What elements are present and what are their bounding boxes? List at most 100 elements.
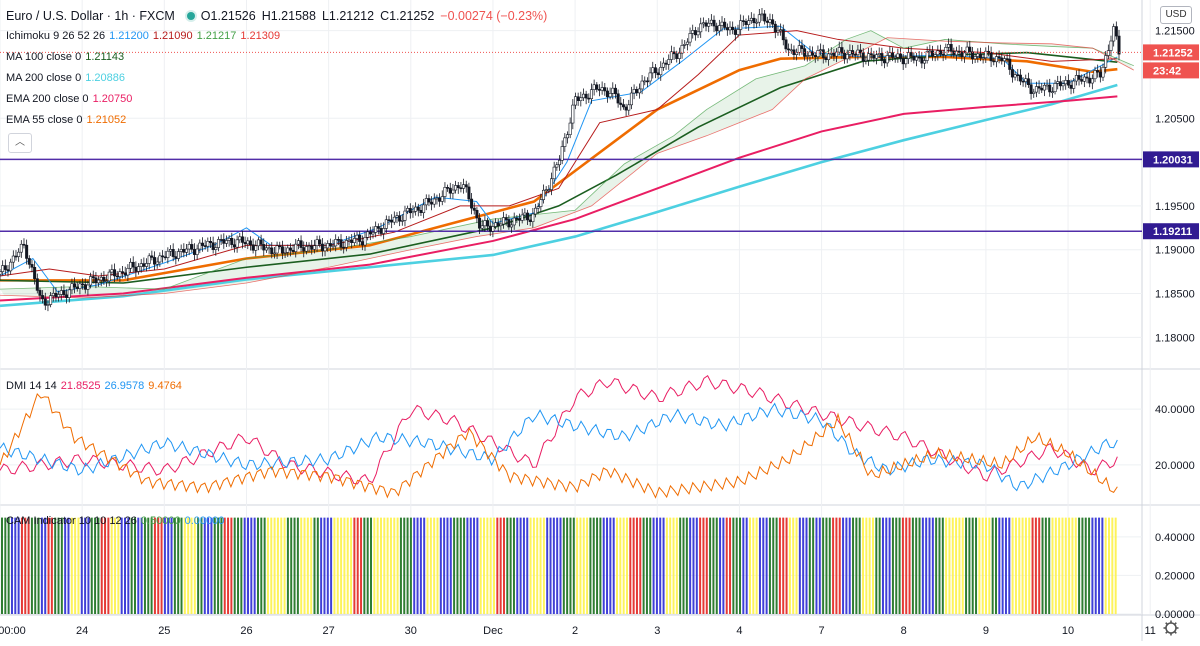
candle-body <box>214 247 218 250</box>
candle-body <box>22 243 26 246</box>
candle-body <box>715 25 719 32</box>
candle-body <box>981 57 985 60</box>
candle-body <box>398 215 402 222</box>
candle-body <box>126 267 130 276</box>
candle-body <box>440 196 444 202</box>
candle <box>613 84 617 99</box>
candle-body <box>704 22 708 27</box>
candle <box>161 250 165 263</box>
indicator-legend-value: 1.21052 <box>86 114 127 126</box>
candle-body <box>227 237 231 241</box>
candle <box>896 48 900 63</box>
candle <box>195 244 199 260</box>
currency-selector[interactable]: USD <box>1160 6 1192 24</box>
candle <box>925 46 929 64</box>
candle-body <box>318 239 322 245</box>
ichimoku-cloud <box>0 30 1134 298</box>
candle-body <box>824 57 828 60</box>
candle-body <box>960 52 964 58</box>
candle <box>534 203 538 218</box>
candle <box>986 45 990 57</box>
candle-body <box>198 242 202 250</box>
candle-body <box>350 239 354 243</box>
settings-gear-icon[interactable] <box>1163 620 1179 636</box>
candle <box>328 238 332 253</box>
candle <box>355 231 359 245</box>
candle <box>1061 79 1065 91</box>
candle-body <box>1 265 5 272</box>
candle-body <box>784 39 788 50</box>
candle-body <box>800 45 804 49</box>
candle-body <box>307 245 311 248</box>
candle-body <box>494 222 498 227</box>
candle <box>1018 69 1022 86</box>
candle-body <box>424 198 428 206</box>
candle-body <box>171 249 175 257</box>
dmi-legend-value: 9.4764 <box>148 380 182 392</box>
visibility-icon[interactable] <box>186 12 195 21</box>
candle-body <box>408 208 412 214</box>
candle-body <box>571 104 575 124</box>
candle-body <box>427 198 431 203</box>
indicator-legend-label: EMA 200 close 0 <box>6 93 89 105</box>
candle <box>358 230 362 246</box>
candle-body <box>113 269 117 277</box>
price-tag-text: 1.19211 <box>1153 226 1192 238</box>
candle <box>1040 83 1044 93</box>
candle-body <box>467 186 471 200</box>
indicator-legend[interactable]: EMA 55 close 0 1.21052 <box>6 113 130 127</box>
candle-body <box>669 51 673 60</box>
candle <box>755 18 759 28</box>
candle-body <box>65 294 69 298</box>
gear-tooth <box>1173 622 1177 626</box>
candle <box>248 236 252 251</box>
candle-body <box>1056 81 1060 84</box>
candle <box>400 214 404 226</box>
candle <box>296 238 300 250</box>
y-tick-label: 1.18000 <box>1155 332 1195 344</box>
candle <box>259 234 263 250</box>
candle-body <box>723 21 727 28</box>
indicator-legend[interactable]: Ichimoku 9 26 52 26 1.21200 1.21090 1.21217… <box>6 29 284 43</box>
indicator-legend[interactable]: EMA 200 close 0 1.20750 <box>6 92 136 106</box>
candle-body <box>331 245 335 248</box>
cam-legend[interactable]: CAM Indicator 10 10 12 26 0.50000 0.00000 <box>6 514 228 528</box>
candle-body <box>1008 58 1012 70</box>
indicator-legend-label: Ichimoku 9 26 52 26 <box>6 30 106 42</box>
candle <box>334 234 338 252</box>
candle <box>25 239 29 265</box>
candle-body <box>302 247 306 252</box>
candle-body <box>1048 84 1052 93</box>
candle <box>571 99 575 130</box>
candle-body <box>581 93 585 99</box>
candle-body <box>169 249 173 252</box>
collapse-legend-button[interactable]: ︿ <box>8 133 32 153</box>
ohlc-change: −0.00274 (−0.23%) <box>440 9 548 23</box>
candle-body <box>390 219 394 223</box>
candle <box>576 92 580 106</box>
candle-body <box>534 207 538 215</box>
candle-body <box>584 93 588 99</box>
candle-body <box>446 187 450 189</box>
candle-body <box>422 204 426 214</box>
candle-body <box>1109 40 1113 51</box>
dmi-legend[interactable]: DMI 14 14 21.8525 26.9578 9.4764 <box>6 379 186 393</box>
candle <box>861 48 865 68</box>
candle <box>1114 21 1118 40</box>
candle-body <box>123 272 127 276</box>
candle-body <box>944 47 948 56</box>
candle-body <box>208 240 212 243</box>
candle-body <box>1093 70 1097 80</box>
candle <box>134 261 138 278</box>
candle-body <box>371 232 375 235</box>
candle-body <box>768 19 772 23</box>
candle-body <box>336 239 340 241</box>
symbol-title[interactable]: Euro / U.S. Dollar · 1h · FXCM <box>6 9 175 23</box>
candle <box>973 53 977 64</box>
candle-body <box>1064 80 1068 85</box>
candle-body <box>835 51 839 57</box>
candle-body <box>411 211 415 214</box>
indicator-legend[interactable]: MA 100 close 0 1.21143 <box>6 50 128 64</box>
indicator-legend[interactable]: MA 200 close 0 1.20886 <box>6 71 129 85</box>
